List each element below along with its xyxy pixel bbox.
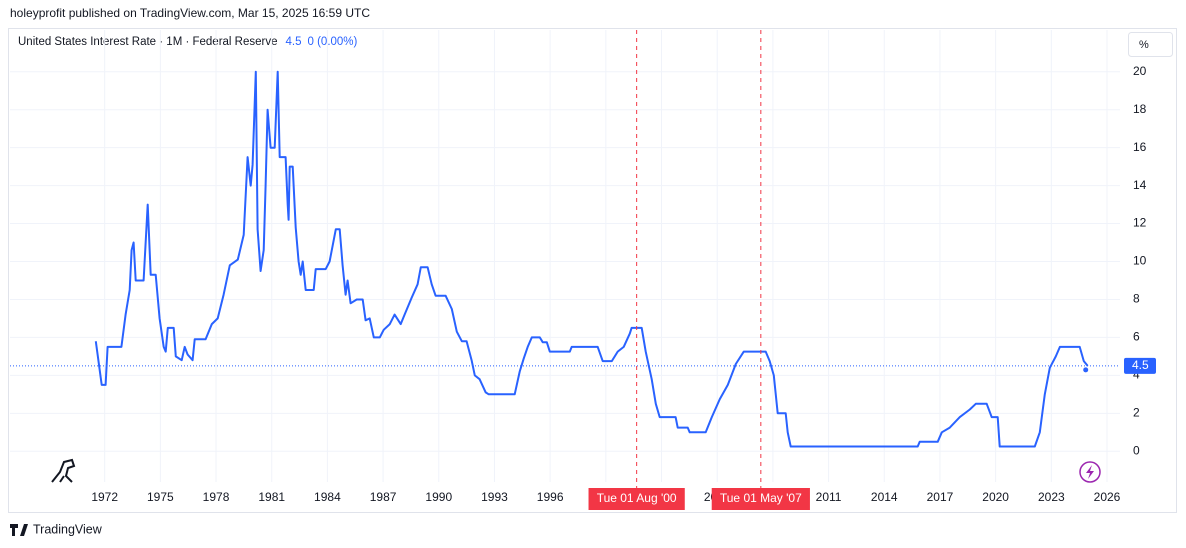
grid [10,30,1120,482]
y-tick-label: 8 [1133,292,1140,306]
x-tick-label: 2014 [871,490,898,504]
x-tick-label: 1987 [370,490,397,504]
change: 0 (0.00%) [308,36,358,48]
x-tick-label: 1972 [91,490,118,504]
y-tick-label: 20 [1133,64,1147,78]
y-tick-label: 14 [1133,178,1147,192]
x-tick-label: 1990 [425,490,452,504]
y-tick-label: 6 [1133,330,1140,344]
date-label: Tue 01 Aug '00 [588,488,685,510]
symbol: United States Interest Rate · 1M · Feder… [18,36,278,48]
price-label: 4.5 [1132,358,1149,372]
x-tick-label: 2026 [1094,490,1121,504]
x-tick-label: 1984 [314,490,341,504]
x-tick-label: 2020 [982,490,1009,504]
publisher: holeyprofit published on TradingView.com… [10,6,370,20]
x-tick-label: 1993 [481,490,508,504]
date-label-bg [711,488,810,510]
y-tick-label: 2 [1133,405,1140,419]
x-tick-label: 1975 [147,490,174,504]
y-tick-label: 10 [1133,254,1147,268]
unit: % [1139,39,1149,51]
y-tick-label: 16 [1133,140,1147,154]
lightning-button[interactable] [1079,461,1101,483]
x-tick-label: 1981 [258,490,285,504]
x-tick-label: 2011 [816,490,842,504]
price-label-bg [1124,357,1156,374]
x-tick-label: 2023 [1038,490,1065,504]
y-tick-label: 18 [1133,102,1147,116]
date-label-bg [588,488,685,510]
chart-frame [8,28,1177,513]
brand-logo [10,524,28,536]
date-label-text: Tue 01 Aug '00 [597,491,677,505]
x-tick-label: 2017 [927,490,954,504]
brand: TradingView [33,522,103,536]
line [94,70,1089,448]
y-tick-label: 0 [1133,443,1140,457]
logo-dino [51,458,76,483]
y-tick-label: 12 [1133,216,1147,230]
date-label-text: Tue 01 May '07 [720,491,802,505]
date-label: Tue 01 May '07 [711,488,810,510]
last-value: 4.5 [286,36,302,48]
y-tick-label: 4 [1133,368,1140,382]
unit-button[interactable] [1128,32,1173,57]
x-tick-label: 1978 [203,490,230,504]
x-tick-label: 1996 [537,490,564,504]
last-point [1083,367,1089,373]
